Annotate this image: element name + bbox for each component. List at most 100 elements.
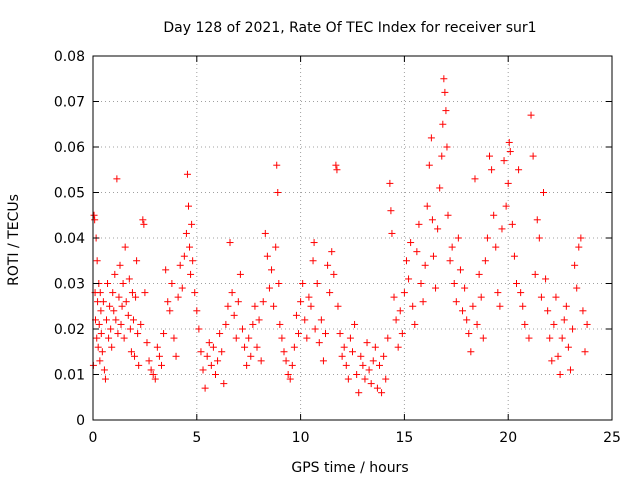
data-point <box>380 352 388 360</box>
data-point <box>127 348 135 356</box>
data-point <box>463 316 471 324</box>
data-point <box>284 371 292 378</box>
data-point <box>199 366 207 374</box>
y-tick-label: 0.07 <box>54 95 85 111</box>
data-point <box>317 316 325 324</box>
data-point <box>151 375 159 383</box>
data-point <box>232 334 240 342</box>
data-point <box>500 157 508 165</box>
data-point <box>205 339 213 347</box>
data-point <box>299 280 307 287</box>
data-point <box>439 120 447 128</box>
data-point <box>263 252 271 260</box>
data-point <box>438 152 446 160</box>
data-point <box>184 202 192 210</box>
data-point <box>153 343 161 351</box>
data-point <box>124 311 132 319</box>
data-point <box>443 143 451 151</box>
data-point <box>122 298 130 306</box>
data-point <box>537 293 545 301</box>
data-point <box>164 298 172 306</box>
data-point <box>471 175 479 183</box>
data-point <box>461 284 469 292</box>
data-point <box>174 293 182 301</box>
data-point <box>373 384 381 392</box>
data-point <box>390 293 398 301</box>
data-point <box>257 357 265 365</box>
data-point <box>116 261 124 269</box>
data-point <box>108 343 116 351</box>
data-point <box>278 334 286 342</box>
data-point <box>155 352 163 360</box>
data-point <box>562 302 570 310</box>
data-point <box>322 330 330 338</box>
data-point <box>234 298 242 306</box>
axes: 0 5 10 15 20 25 0 0.01 0.02 0.03 0.04 0.05 0.06 0.07 0… <box>54 49 621 446</box>
data-point <box>115 293 123 301</box>
data-point <box>222 320 230 328</box>
data-point <box>442 107 450 115</box>
data-point <box>106 302 114 310</box>
data-point <box>309 257 317 265</box>
data-point <box>128 289 136 297</box>
data-point <box>197 348 205 356</box>
data-point <box>544 307 552 315</box>
data-point <box>521 320 529 328</box>
data-point <box>97 307 105 315</box>
data-point <box>552 293 560 301</box>
x-tick-label: 25 <box>603 430 621 446</box>
data-point <box>513 280 521 287</box>
data-point <box>97 330 105 338</box>
data-point <box>415 220 423 228</box>
data-point <box>135 361 143 369</box>
data-point <box>560 316 568 324</box>
data-point <box>95 320 103 328</box>
data-point <box>172 352 180 360</box>
data-point <box>272 243 280 251</box>
data-point <box>274 189 282 196</box>
data-point <box>203 352 211 360</box>
data-point <box>419 298 427 306</box>
data-point <box>191 289 199 297</box>
data-point <box>336 330 344 338</box>
x-tick-label: 15 <box>395 430 413 446</box>
data-point <box>305 293 313 301</box>
data-point <box>311 325 319 333</box>
data-point <box>183 170 191 178</box>
data-point <box>249 320 257 328</box>
data-point <box>315 339 323 347</box>
data-point <box>243 361 251 369</box>
y-tick-label: 0 <box>76 413 85 429</box>
data-point <box>542 275 550 283</box>
data-point <box>496 302 504 310</box>
data-point <box>101 375 109 383</box>
data-point <box>297 298 305 306</box>
data-point <box>492 243 500 251</box>
x-axis-label: GPS time / hours <box>291 460 408 476</box>
data-point <box>398 330 406 338</box>
data-point <box>539 189 547 196</box>
plot-frame <box>92 55 613 421</box>
data-point <box>251 302 259 310</box>
data-point <box>188 220 196 228</box>
data-point <box>107 325 115 333</box>
data-point <box>140 220 148 228</box>
data-point <box>378 389 386 397</box>
data-point <box>505 138 513 146</box>
data-point <box>332 161 340 169</box>
data-point <box>573 284 581 292</box>
data-point <box>519 302 527 310</box>
data-point <box>446 257 454 265</box>
data-point <box>290 343 298 351</box>
grid <box>93 56 612 420</box>
data-point <box>531 270 539 278</box>
data-point <box>465 330 473 338</box>
y-tick-label: 0.03 <box>54 277 85 293</box>
x-tick-label: 20 <box>499 430 517 446</box>
data-point <box>180 252 188 260</box>
data-point <box>387 207 395 215</box>
data-point <box>479 334 487 342</box>
data-point <box>166 307 174 315</box>
data-point <box>96 357 104 365</box>
